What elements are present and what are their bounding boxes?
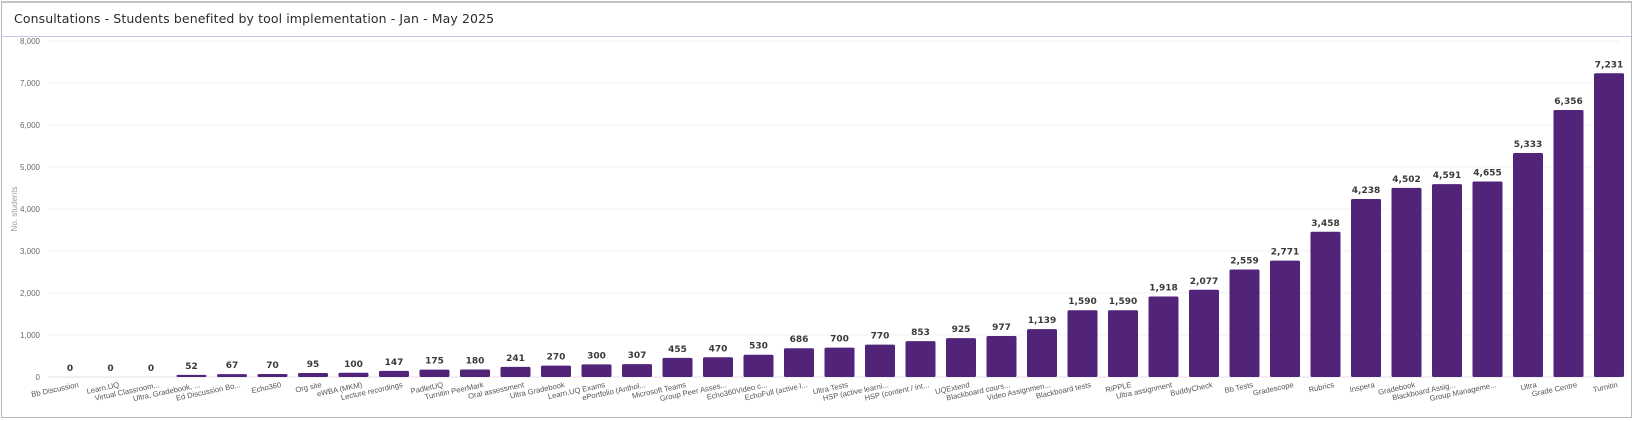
value-label: 300 [587,351,606,361]
value-label: 175 [425,357,444,367]
bar [500,366,531,377]
value-label: 1,590 [1068,297,1096,307]
category-label: Rubrics [1308,380,1335,394]
bar [1108,310,1138,377]
bar [1067,310,1098,377]
bar [703,357,733,377]
bar [1391,187,1422,377]
value-label: 1,590 [1109,297,1137,307]
bar [865,344,895,377]
y-tick-label: 6,000 [20,121,41,130]
value-label: 700 [830,335,849,345]
value-label: 100 [344,360,363,370]
bar [419,369,450,377]
y-tick-label: 2,000 [20,289,41,298]
bar [622,364,652,377]
value-label: 2,771 [1271,248,1299,258]
value-label: 530 [749,342,768,352]
category-label: Gradescope [1252,380,1294,397]
value-label: 977 [992,323,1011,333]
value-label: 2,559 [1230,257,1258,267]
bar [541,365,571,377]
bar [1270,260,1300,377]
value-label: 4,238 [1352,186,1380,196]
value-label: 686 [790,335,809,345]
panel-header: Consultations - Students benefited by to… [2,3,1631,37]
bar [946,338,976,377]
y-tick-label: 4,000 [20,205,41,214]
value-label: 95 [307,360,320,370]
bar [176,374,207,377]
bar [581,364,612,377]
value-label: 4,502 [1392,175,1420,185]
value-label: 180 [466,356,485,366]
bar [824,347,855,377]
bar [1513,153,1543,377]
bar [298,373,328,377]
value-label: 7,231 [1595,60,1623,70]
y-tick-label: 7,000 [20,79,41,88]
bar [784,348,814,377]
y-tick-label: 1,000 [20,331,41,340]
value-label: 0 [107,364,113,374]
value-label: 470 [709,344,728,354]
value-label: 4,591 [1433,171,1461,181]
bar [257,374,288,377]
category-label: Ultra [1520,380,1538,392]
category-label: Echo360 [251,380,282,395]
value-label: 2,077 [1190,277,1218,287]
bar [743,354,774,377]
bar [986,335,1017,377]
value-label: 270 [547,353,566,363]
value-label: 67 [226,361,239,371]
bar [1432,184,1462,377]
y-tick-label: 8,000 [20,37,41,46]
bar [1189,289,1219,377]
value-label: 925 [952,325,971,335]
category-label: Grade Centre [1531,380,1578,398]
category-label: Bb Tests [1224,380,1254,395]
bar [217,374,247,377]
y-tick-label: 5,000 [20,163,41,172]
bar [662,357,693,377]
y-tick-label: 0 [36,373,41,382]
category-label: Bb Discussion [30,380,79,399]
bar [379,370,409,377]
value-label: 147 [385,358,404,368]
y-tick-label: 3,000 [20,247,41,256]
value-label: 52 [185,362,198,372]
bar [1594,73,1624,377]
value-label: 3,458 [1311,219,1339,229]
value-label: 0 [67,364,73,374]
bar [1148,296,1179,377]
value-label: 0 [148,364,154,374]
value-label: 455 [668,345,687,355]
value-label: 1,918 [1149,283,1177,293]
bar [1027,329,1057,377]
category-label: Inspera [1349,380,1376,394]
bar [1229,269,1260,377]
value-label: 6,356 [1554,97,1582,107]
bar [338,372,369,377]
bar [1351,199,1381,377]
category-label: Turnitin [1592,380,1618,394]
value-label: 4,655 [1473,168,1501,178]
value-label: 70 [266,361,279,371]
value-label: 307 [628,351,647,361]
bar [1553,110,1584,377]
value-label: 241 [506,354,525,364]
y-axis-title: No. students [10,187,19,232]
value-label: 5,333 [1514,140,1542,150]
bar [1472,181,1503,377]
bar [1310,231,1341,377]
bar [460,369,490,377]
panel-title: Consultations - Students benefited by to… [14,11,495,26]
value-label: 853 [911,328,930,338]
bar [905,341,936,377]
value-label: 770 [871,332,890,342]
category-label: BuddyCheck [1169,380,1213,398]
value-label: 1,139 [1028,316,1056,326]
